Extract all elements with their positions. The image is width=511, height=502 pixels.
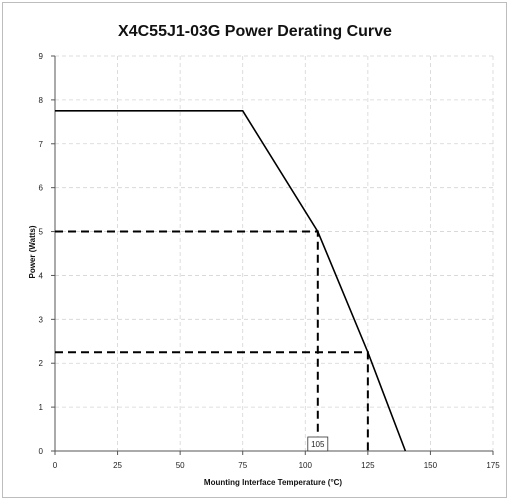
callout-label: 105 [311,440,325,449]
x-tick-label: 25 [113,461,122,470]
y-tick-label: 6 [39,184,44,193]
guide-line [55,351,369,451]
x-tick-label: 150 [424,461,438,470]
axes [51,55,494,455]
x-tick-label: 50 [176,461,185,470]
x-axis-label: Mounting Interface Temperature (°C) [204,478,343,487]
y-tick-label: 8 [39,96,44,105]
guide-lines [55,230,369,451]
chart-title: X4C55J1-03G Power Derating Curve [118,23,392,40]
x-tick-label: 0 [53,461,58,470]
x-tick-label: 100 [299,461,313,470]
guide-line [55,230,319,451]
tick-labels: 0 1 2 3 4 5 6 7 8 9 0 25 50 75 100 125 150 175 [39,52,501,470]
x-tick-label: 75 [238,461,247,470]
derating-curve [55,110,407,452]
y-tick-label: 5 [39,228,44,237]
chart-frame [2,2,507,498]
x-tick-label: 175 [486,461,500,470]
y-tick-label: 0 [39,447,44,456]
x-tick-label: 125 [361,461,375,470]
series [55,110,407,452]
y-tick-label: 7 [39,140,44,149]
y-tick-label: 1 [39,403,44,412]
callout-box [307,436,329,452]
y-tick-label: 2 [39,359,44,368]
y-axis-label: Power (Watts) [28,225,37,278]
annotations: 105 [307,436,329,452]
grid [55,55,494,451]
y-tick-label: 4 [39,271,44,280]
y-tick-label: 3 [39,315,44,324]
y-tick-label: 9 [39,52,44,61]
